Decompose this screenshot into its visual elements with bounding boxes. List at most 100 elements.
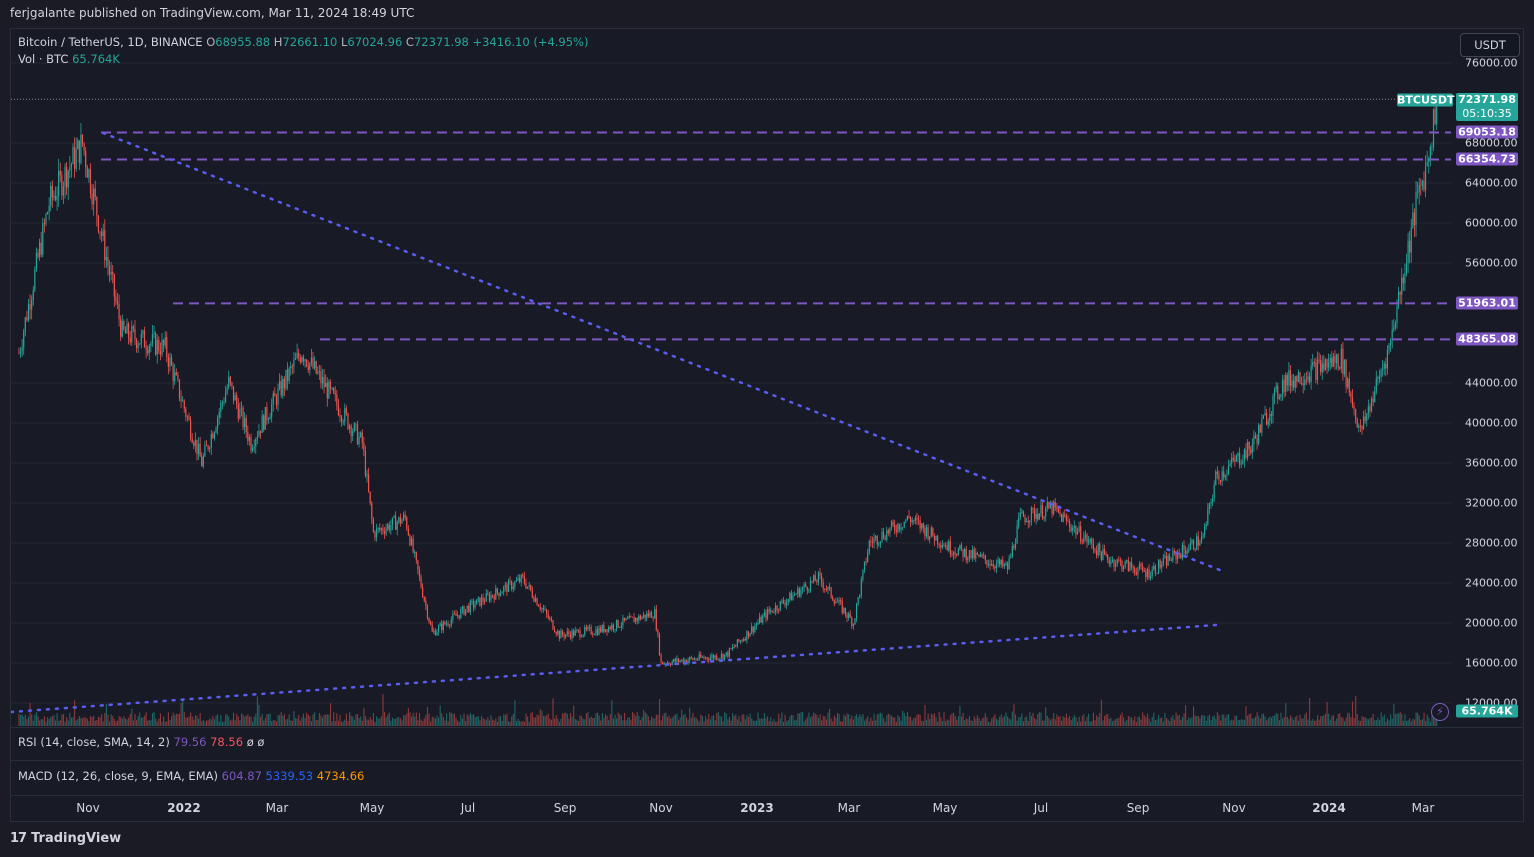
pane-separator[interactable] [11, 727, 1523, 728]
candle-body [369, 491, 371, 504]
price-axis-label: 20000.00 [1465, 616, 1518, 630]
publish-info: ferjgalante published on TradingView.com… [10, 6, 415, 20]
volume-bar [1423, 712, 1425, 726]
candle-body [353, 423, 355, 432]
volume-bar [403, 714, 405, 726]
volume-bar [1124, 721, 1126, 726]
volume-bar [199, 712, 201, 726]
time-axis-label: Mar [837, 801, 861, 815]
tradingview-logo[interactable]: 17 TradingView [10, 831, 121, 846]
volume-bar [870, 717, 872, 726]
candle-body [538, 605, 540, 607]
pane-separator[interactable] [11, 795, 1523, 796]
candle-body [210, 434, 212, 448]
volume-bar [593, 717, 595, 726]
volume-bar [274, 720, 276, 726]
volume-bar [515, 721, 518, 726]
volume-bar [552, 698, 554, 726]
volume-bar [277, 715, 279, 726]
candle-body [213, 432, 216, 439]
volume-bar [1140, 719, 1142, 726]
volume-bar [414, 716, 416, 726]
candle-body [606, 629, 608, 633]
candle-body [574, 630, 576, 636]
volume-bar [1205, 720, 1207, 726]
volume-bar [590, 716, 592, 726]
volume-bar [1366, 718, 1368, 726]
candle-body [194, 439, 196, 446]
volume-bar [517, 718, 519, 726]
volume-bar [1127, 715, 1129, 726]
volume-bar [558, 721, 560, 726]
volume-bar [1323, 715, 1325, 726]
candle-body [131, 326, 133, 343]
candle-body [1310, 365, 1312, 383]
candle-body [93, 188, 95, 205]
volume-bar [973, 716, 975, 726]
candle-body [630, 616, 632, 617]
volume-bar [1285, 703, 1287, 726]
volume-bar [1359, 720, 1362, 726]
candle-body [452, 613, 454, 620]
volume-bar [1223, 714, 1225, 726]
volume-bar [1286, 716, 1288, 726]
price-chart[interactable] [11, 29, 1523, 821]
volume-bar [535, 717, 537, 726]
candle-body [1361, 426, 1363, 429]
volume-bar [724, 712, 726, 726]
volume-bar [21, 714, 23, 726]
pane-separator[interactable] [11, 760, 1523, 761]
volume-bar [287, 718, 289, 726]
volume-bar [819, 714, 821, 726]
volume-bar [479, 720, 481, 726]
volume-bar [1165, 718, 1168, 726]
volume-bar [271, 721, 273, 726]
volume-bar [70, 717, 72, 726]
candle-body [383, 531, 386, 534]
currency-button[interactable]: USDT [1460, 33, 1520, 57]
candle-body [202, 455, 204, 467]
volume-bar [643, 709, 645, 726]
candle-body [1024, 516, 1026, 523]
candle-body [382, 528, 384, 532]
candle-body [1270, 413, 1272, 416]
candle-body [576, 629, 578, 631]
candle-body [1134, 568, 1136, 573]
candle-body [379, 527, 381, 530]
candle-body [1221, 471, 1223, 482]
lightning-icon[interactable]: ⚡ [1431, 703, 1449, 721]
volume-bar [48, 718, 50, 726]
volume-bar [1000, 714, 1002, 726]
candle-body [40, 242, 42, 255]
candle-body [1191, 540, 1193, 543]
candle-body [584, 627, 586, 635]
volume-bar [337, 720, 340, 726]
rsi-legend[interactable]: RSI (14, close, SMA, 14, 2) 79.56 78.56 … [18, 735, 264, 749]
candle-body [1313, 362, 1315, 363]
macd-legend[interactable]: MACD (12, 26, close, 9, EMA, EMA) 604.87… [18, 769, 364, 783]
volume-bar [512, 714, 514, 726]
volume-bar [129, 713, 131, 726]
volume-bar [781, 712, 783, 726]
candle-body [1154, 566, 1156, 574]
volume-bar [244, 716, 246, 726]
candle-body [766, 609, 769, 619]
volume-bar [234, 720, 236, 726]
candle-body [1018, 517, 1020, 526]
volume-bar [1096, 715, 1098, 726]
candle-body [709, 657, 711, 661]
candle-body [159, 351, 162, 355]
volume-bar [630, 719, 632, 726]
price-axis-label: 56000.00 [1465, 256, 1518, 270]
candle-body [315, 361, 317, 374]
volume-bar [78, 716, 80, 726]
volume-bar [867, 716, 869, 726]
volume-bar [263, 720, 265, 726]
candle-body [530, 584, 532, 591]
candle-body [31, 299, 33, 310]
volume-bar [1002, 717, 1004, 726]
candle-body [964, 548, 966, 557]
volume-bar [248, 716, 251, 726]
volume-bar [941, 721, 943, 726]
candle-body [615, 620, 618, 630]
